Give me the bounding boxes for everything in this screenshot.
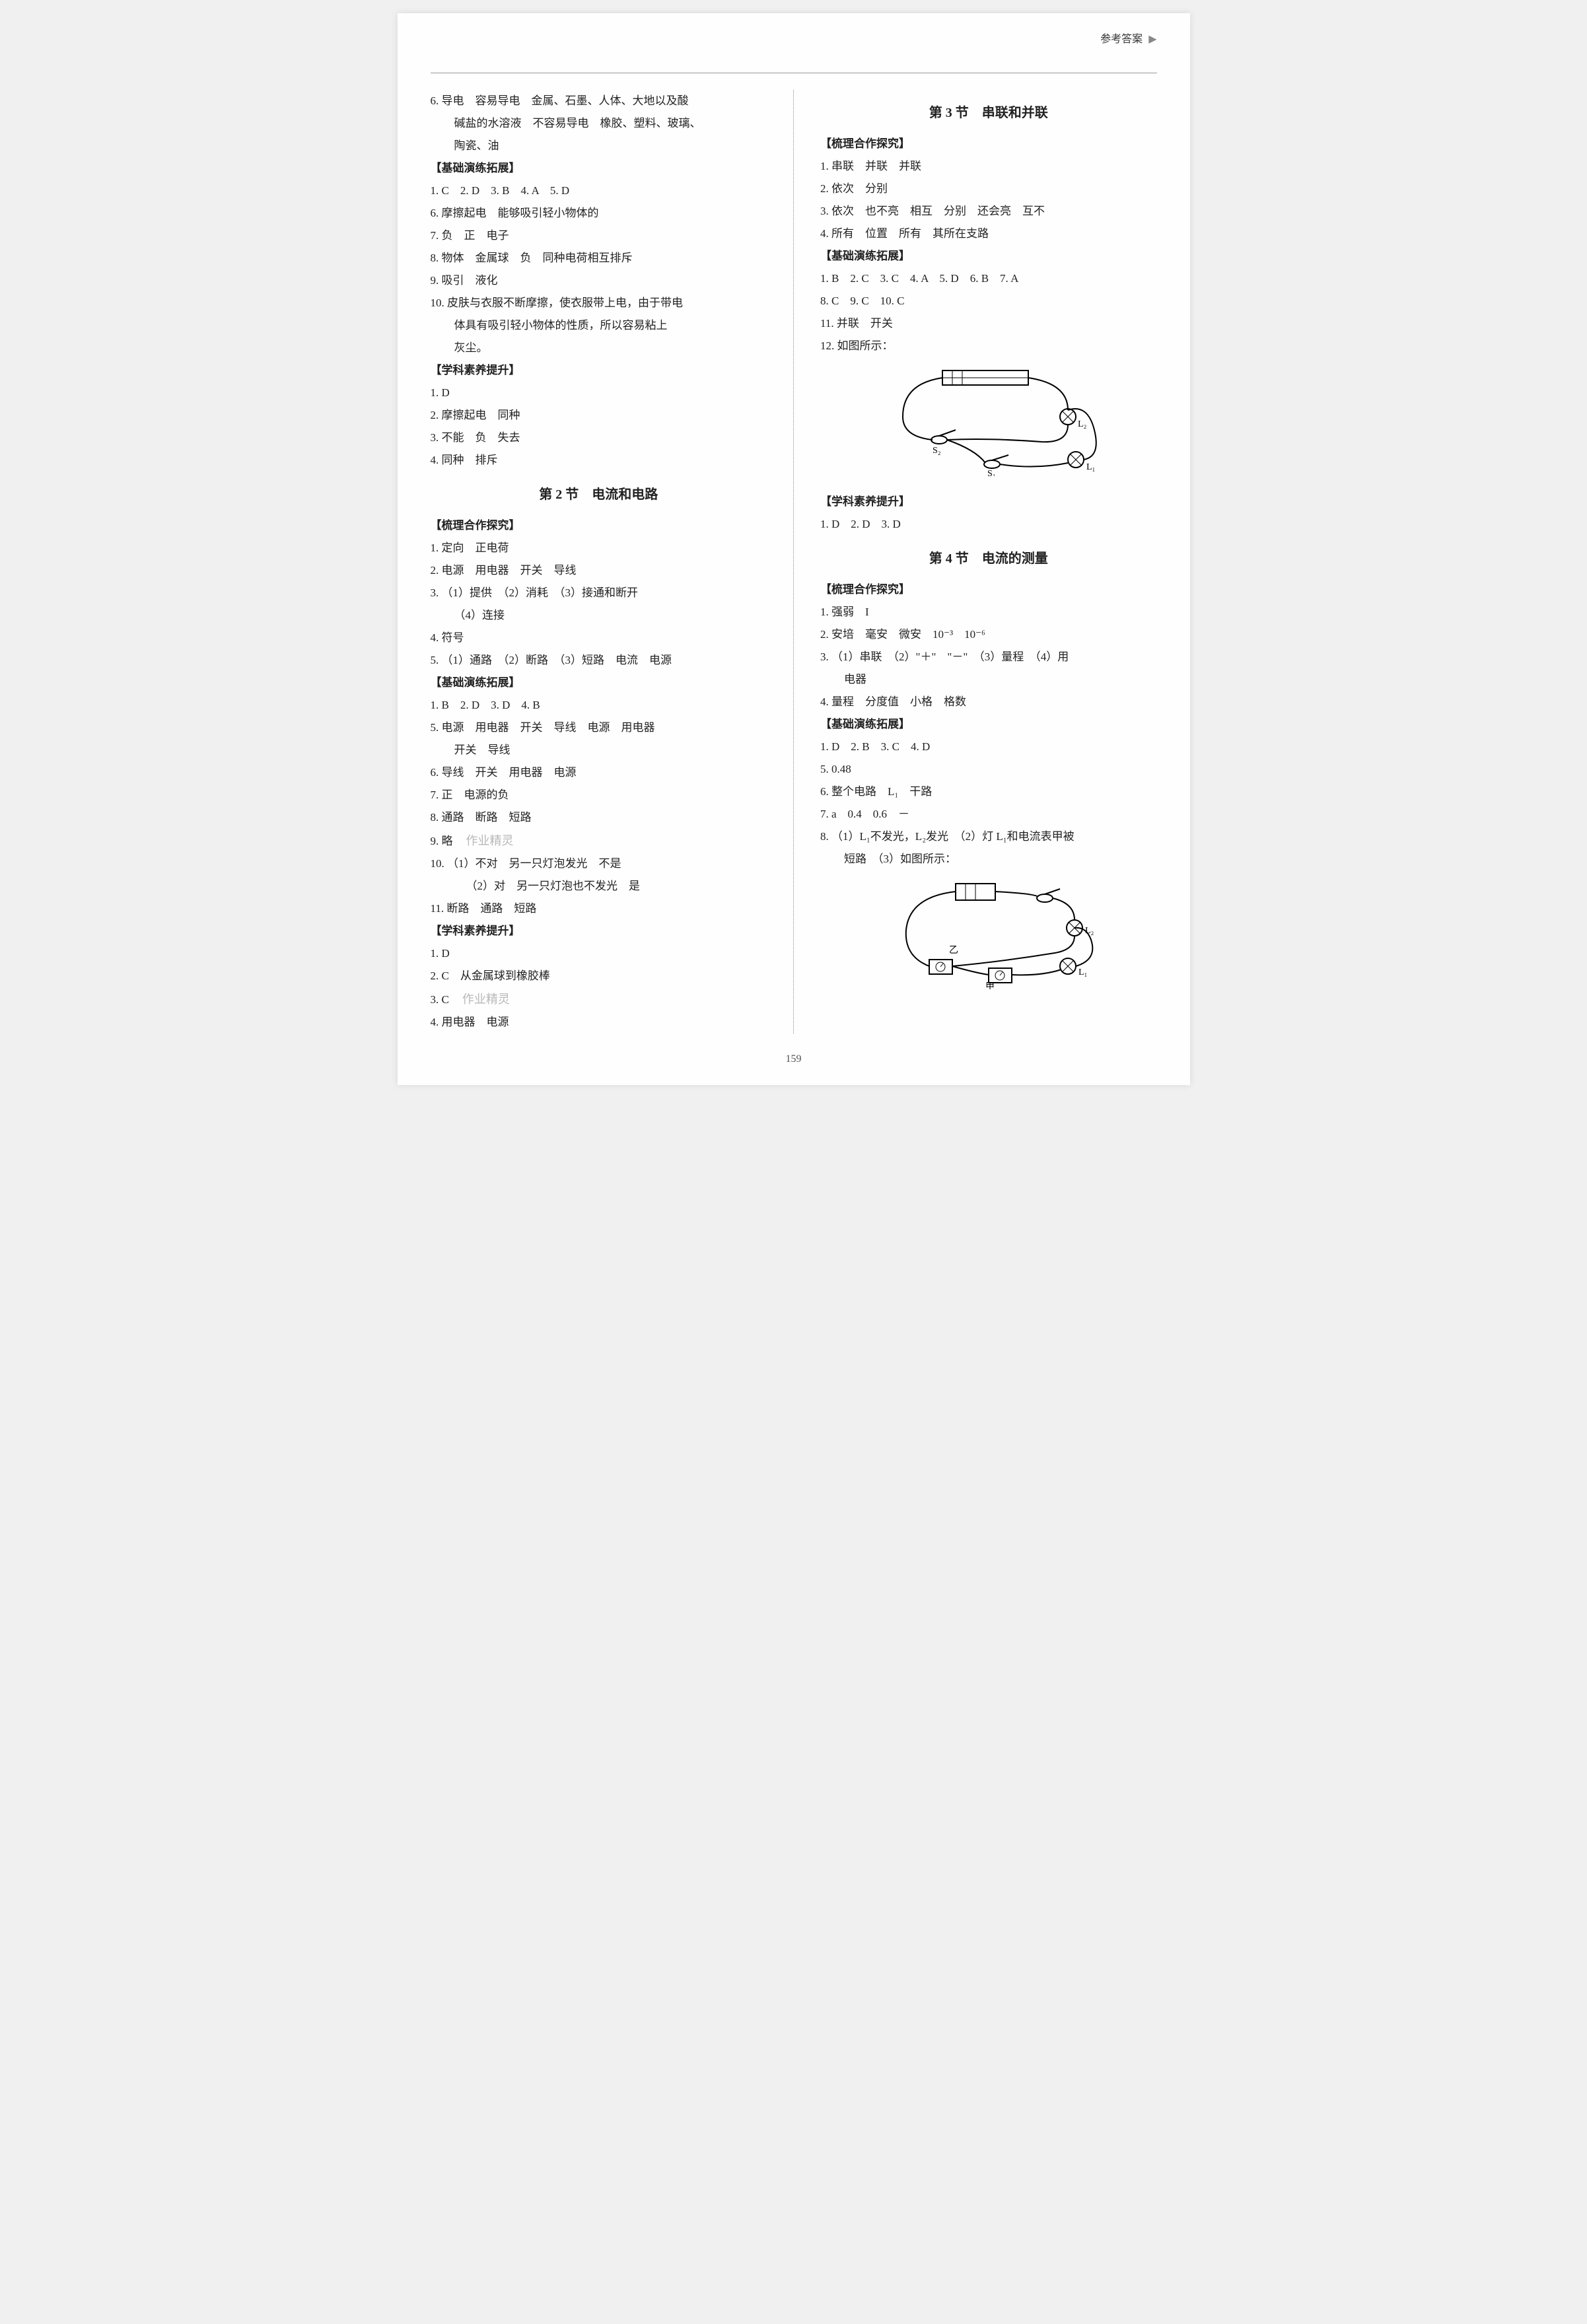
column-divider [793,90,794,1034]
s3-3b: （4）连接 [431,604,767,627]
jia-label: 甲 [985,982,995,989]
s2-3: 3. 不能 负 失去 [431,427,767,449]
s4-1: 1. B 2. D 3. D 4. B [431,694,767,717]
circuit-figure-2: 乙 甲 L₂ L₁ [820,877,1157,997]
r2-12: 12. 如图所示： [820,335,1157,357]
section3-title: 第 3 节 串联和并联 [820,100,1157,126]
q6-line3: 陶瓷、油 [431,135,767,157]
l2-label: L₂ [1078,419,1087,429]
left-column: 6. 导电 容易导电 金属、石墨、人体、大地以及酸 碱盐的水溶液 不容易导电 橡… [431,90,767,1034]
r5-8a: 8. （1）L₁不发光，L₂发光 （2）灯 L₁和电流表甲被 [820,826,1157,848]
content-area: 6. 导电 容易导电 金属、石墨、人体、大地以及酸 碱盐的水溶液 不容易导电 橡… [431,90,1157,1034]
right-subheader-1: 【梳理合作探究】 [820,133,1157,155]
r5-5: 5. 0.48 [820,758,1157,781]
s1-label: S₁ [987,469,996,476]
s2-4: 4. 同种 排斥 [431,449,767,472]
circuit-svg-1: S₂ S₁ L₂ L₁ [870,364,1108,476]
s1-9: 9. 吸引 液化 [431,269,767,292]
s1-1: 1. C 2. D 3. B 4. A 5. D [431,180,767,202]
r1-3: 3. 依次 也不亮 相互 分别 还会亮 互不 [820,200,1157,223]
r5-6: 6. 整个电路 L₁ 干路 [820,781,1157,803]
yi-label: 乙 [949,945,958,956]
s1-7: 7. 负 正 电子 [431,225,767,247]
s1-8: 8. 物体 金属球 负 同种电荷相互排斥 [431,247,767,269]
s1-10c: 灰尘。 [431,337,767,359]
s4-8: 8. 通路 断路 短路 [431,806,767,829]
s4-10b: （2）对 另一只灯泡也不发光 是 [431,875,767,898]
header-title-area: 参考答案 ▶ [1100,30,1156,46]
watermark-2: 作业精灵 [462,987,510,1011]
s3-4: 4. 符号 [431,627,767,649]
s4-9: 9. 略作业精灵 [431,829,767,853]
l1-label: L₁ [1086,462,1095,472]
s5-2: 2. C 从金属球到橡胶棒 [431,965,767,987]
s5-3: 3. C作业精灵 [431,987,767,1011]
left-subheader-5: 【学科素养提升】 [431,920,767,942]
left-subheader-4: 【基础演练拓展】 [431,672,767,694]
r1-4: 4. 所有 位置 所有 其所在支路 [820,223,1157,245]
header-arrow-icon: ▶ [1148,34,1156,45]
watermark-1: 作业精灵 [466,829,514,853]
r1-2: 2. 依次 分别 [820,178,1157,200]
s4-7: 7. 正 电源的负 [431,784,767,806]
s4-11: 11. 断路 通路 短路 [431,898,767,920]
s4-10a: 10. （1）不对 另一只灯泡发光 不是 [431,853,767,875]
s4-5a: 5. 电源 用电器 开关 导线 电源 用电器 [431,717,767,739]
s5-1: 1. D [431,942,767,965]
r4-4: 4. 量程 分度值 小格 格数 [820,691,1157,713]
header-title: 参考答案 [1100,34,1143,45]
right-subheader-5: 【基础演练拓展】 [820,713,1157,736]
r4-1: 1. 强弱 I [820,601,1157,623]
page-number: 159 [431,1053,1157,1065]
page-container: 参考答案 ▶ 6. 导电 容易导电 金属、石墨、人体、大地以及酸 碱盐的水溶液 … [398,13,1190,1085]
l1b-label: L₁ [1078,968,1087,977]
s2-1: 1. D [431,382,767,404]
right-subheader-2: 【基础演练拓展】 [820,245,1157,267]
section2-title: 第 2 节 电流和电路 [431,481,767,508]
right-subheader-3: 【学科素养提升】 [820,491,1157,513]
r2-11: 11. 并联 开关 [820,312,1157,335]
s4-5b: 开关 导线 [431,739,767,761]
r3-1: 1. D 2. D 3. D [820,513,1157,536]
s5-4: 4. 用电器 电源 [431,1011,767,1034]
r4-3a: 3. （1）串联 （2）"＋" "－" （3）量程 （4）用 [820,646,1157,668]
right-column: 第 3 节 串联和并联 【梳理合作探究】 1. 串联 并联 并联 2. 依次 分… [820,90,1157,1034]
s3-3a: 3. （1）提供 （2）消耗 （3）接通和断开 [431,582,767,604]
r1-1: 1. 串联 并联 并联 [820,155,1157,178]
left-subheader-2: 【学科素养提升】 [431,359,767,382]
section4-title: 第 4 节 电流的测量 [820,546,1157,572]
circuit-svg-2: 乙 甲 L₂ L₁ [870,877,1108,989]
s3-1: 1. 定向 正电荷 [431,537,767,559]
r5-7: 7. a 0.4 0.6 － [820,803,1157,826]
s1-10a: 10. 皮肤与衣服不断摩擦，使衣服带上电，由于带电 [431,292,767,314]
right-subheader-4: 【梳理合作探究】 [820,579,1157,601]
s3-2: 2. 电源 用电器 开关 导线 [431,559,767,582]
s2-2: 2. 摩擦起电 同种 [431,404,767,427]
left-subheader-3: 【梳理合作探究】 [431,514,767,537]
s3-5: 5. （1）通路 （2）断路 （3）短路 电流 电源 [431,649,767,672]
r4-3b: 电器 [820,668,1157,691]
s1-10b: 体具有吸引轻小物体的性质，所以容易粘上 [431,314,767,337]
q6-line1: 6. 导电 容易导电 金属、石墨、人体、大地以及酸 [431,90,767,112]
r5-8b: 短路 （3）如图所示： [820,848,1157,870]
r4-2: 2. 安培 毫安 微安 10⁻³ 10⁻⁶ [820,623,1157,646]
s2-label: S₂ [933,446,941,456]
r5-1: 1. D 2. B 3. C 4. D [820,736,1157,758]
r2-1: 1. B 2. C 3. C 4. A 5. D 6. B 7. A [820,267,1157,290]
left-subheader-1: 【基础演练拓展】 [431,157,767,180]
r2-2: 8. C 9. C 10. C [820,290,1157,312]
s1-6: 6. 摩擦起电 能够吸引轻小物体的 [431,202,767,225]
circuit-figure-1: S₂ S₁ L₂ L₁ [820,364,1157,484]
s4-6: 6. 导线 开关 用电器 电源 [431,761,767,784]
q6-line2: 碱盐的水溶液 不容易导电 橡胶、塑料、玻璃、 [431,112,767,135]
